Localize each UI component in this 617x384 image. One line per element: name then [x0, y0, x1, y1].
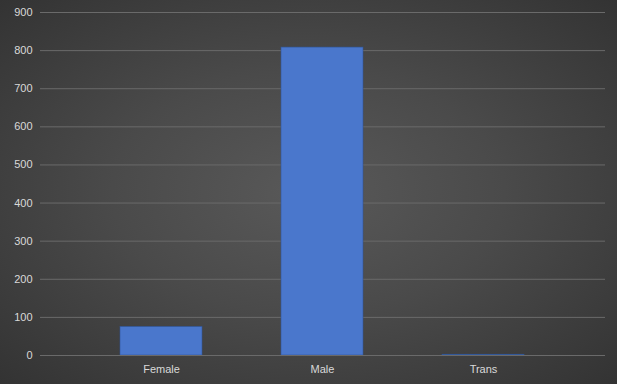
svg-text:700: 700: [14, 82, 32, 94]
svg-text:Female: Female: [143, 363, 180, 375]
svg-text:900: 900: [14, 6, 32, 18]
svg-text:Male: Male: [311, 363, 335, 375]
svg-text:400: 400: [14, 197, 32, 209]
svg-text:100: 100: [14, 311, 32, 323]
svg-text:Trans: Trans: [470, 363, 498, 375]
svg-text:200: 200: [14, 273, 32, 285]
svg-text:0: 0: [26, 349, 32, 361]
svg-text:300: 300: [14, 235, 32, 247]
svg-text:500: 500: [14, 158, 32, 170]
svg-text:600: 600: [14, 120, 32, 132]
svg-text:800: 800: [14, 44, 32, 56]
